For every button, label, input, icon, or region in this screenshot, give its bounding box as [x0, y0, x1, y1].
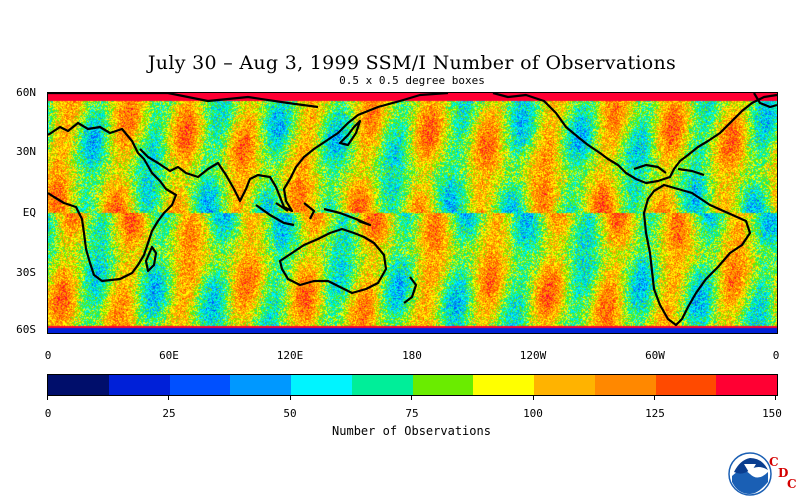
colorbar-tick — [775, 395, 776, 400]
coastlines — [48, 93, 777, 327]
colorbar-cell — [412, 375, 474, 395]
lon-label-60w: 60W — [645, 349, 665, 362]
colorbar-tick — [411, 395, 412, 400]
coastline-africa-europe — [48, 121, 178, 283]
lat-label-60s: 60S — [16, 323, 36, 336]
colorbar-label-0: 0 — [44, 407, 52, 420]
observation-map — [47, 92, 778, 334]
lon-label-120e: 120E — [276, 349, 304, 362]
coastline-greenland — [753, 93, 777, 109]
colorbar-cell — [594, 375, 656, 395]
coastline-asia — [139, 93, 449, 213]
coastline-north-america — [492, 93, 777, 185]
lon-label-0: 0 — [44, 349, 52, 362]
colorbar-cell — [473, 375, 534, 395]
lon-label-120w: 120W — [519, 349, 547, 362]
colorbar-tick — [290, 395, 291, 400]
colorbar-tick — [654, 395, 655, 400]
coastline-north-asia — [48, 93, 319, 109]
colorbar-label-100: 100 — [523, 407, 543, 420]
coastline-japan — [338, 119, 362, 147]
colorbar-label-25: 25 — [162, 407, 176, 420]
coastline-indonesia — [255, 202, 372, 227]
lat-label-eq: EQ — [22, 206, 36, 219]
noaa-logo-icon — [728, 452, 772, 496]
colorbar — [47, 374, 778, 396]
colorbar-cell — [534, 375, 595, 395]
cdc-letter-c1: C — [769, 455, 779, 469]
lat-label-30n: 30N — [16, 145, 36, 158]
coastline-caribbean — [633, 163, 705, 177]
colorbar-label-150: 150 — [762, 407, 782, 420]
colorbar-cell — [351, 375, 413, 395]
cdc-letter-d: D — [778, 466, 789, 480]
lon-label-180: 180 — [402, 349, 422, 362]
colorbar-cell — [291, 375, 352, 395]
colorbar-cell — [108, 375, 170, 395]
coastline-madagascar — [144, 245, 158, 273]
colorbar-tick — [168, 395, 169, 400]
colorbar-cell — [169, 375, 231, 395]
colorbar-cell — [230, 375, 291, 395]
lat-label-60n: 60N — [16, 86, 36, 99]
colorbar-label-125: 125 — [645, 407, 665, 420]
colorbar-cell — [48, 375, 109, 395]
colorbar-title: Number of Observations — [332, 424, 491, 438]
cdc-letter-c2: C — [787, 477, 797, 491]
colorbar-label-75: 75 — [405, 407, 419, 420]
colorbar-label-50: 50 — [283, 407, 297, 420]
lat-label-30s: 30S — [16, 266, 36, 279]
coastline-new-zealand — [403, 276, 418, 304]
page-subtitle: 0.5 x 0.5 degree boxes — [339, 74, 485, 87]
colorbar-tick — [533, 395, 534, 400]
lon-label-0-end: 0 — [772, 349, 780, 362]
page-title: July 30 – Aug 3, 1999 SSM/I Number of Ob… — [147, 52, 677, 74]
lon-label-60e: 60E — [159, 349, 179, 362]
coastline-australia — [278, 227, 388, 295]
colorbar-cell — [716, 375, 777, 395]
coastline-south-america — [642, 183, 752, 327]
colorbar-tick — [47, 395, 48, 400]
colorbar-cell — [655, 375, 717, 395]
